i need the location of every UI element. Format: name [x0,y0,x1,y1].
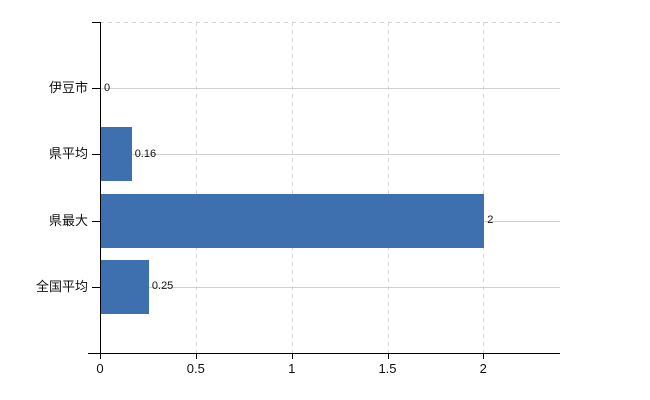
vertical-gridline [291,22,293,353]
vertical-gridline [195,22,197,353]
y-axis-category-label: 県平均 [48,146,88,162]
x-axis-tick [483,354,485,359]
y-axis-category-label: 全国平均 [35,278,88,294]
y-axis-category-label: 伊豆市 [48,80,88,96]
y-axis-line [100,22,101,354]
bar-value-label: 2 [487,214,494,227]
plot-top-border [100,22,560,23]
bar [101,259,149,314]
vertical-gridline [483,22,485,353]
y-axis-tick [92,154,100,156]
horizontal-gridline [100,154,560,156]
bar [101,127,132,182]
x-axis-tick [195,354,197,359]
x-axis-tick-label: 1.5 [378,361,397,376]
y-axis-tick [92,88,100,90]
bar-value-label: 0.16 [134,147,157,160]
x-axis-tick-label: 1 [288,361,296,376]
bar [101,193,485,248]
x-axis-tick [100,354,101,359]
bar-value-label: 0.25 [151,280,174,293]
x-axis-line [88,353,560,354]
x-axis-tick [291,354,293,359]
x-axis-tick-label: 0 [96,361,104,376]
horizontal-gridline [100,286,560,288]
y-axis-tick [92,220,100,222]
y-axis-tick [92,286,100,288]
bar-value-label: 0 [104,81,111,94]
vertical-gridline [387,22,389,353]
x-axis-tick [387,354,389,359]
x-axis-tick-label: 2 [479,361,487,376]
horizontal-gridline [100,88,560,90]
y-axis-tick [92,22,100,23]
x-axis-tick-label: 0.5 [186,361,205,376]
y-axis-category-label: 県最大 [48,212,88,228]
